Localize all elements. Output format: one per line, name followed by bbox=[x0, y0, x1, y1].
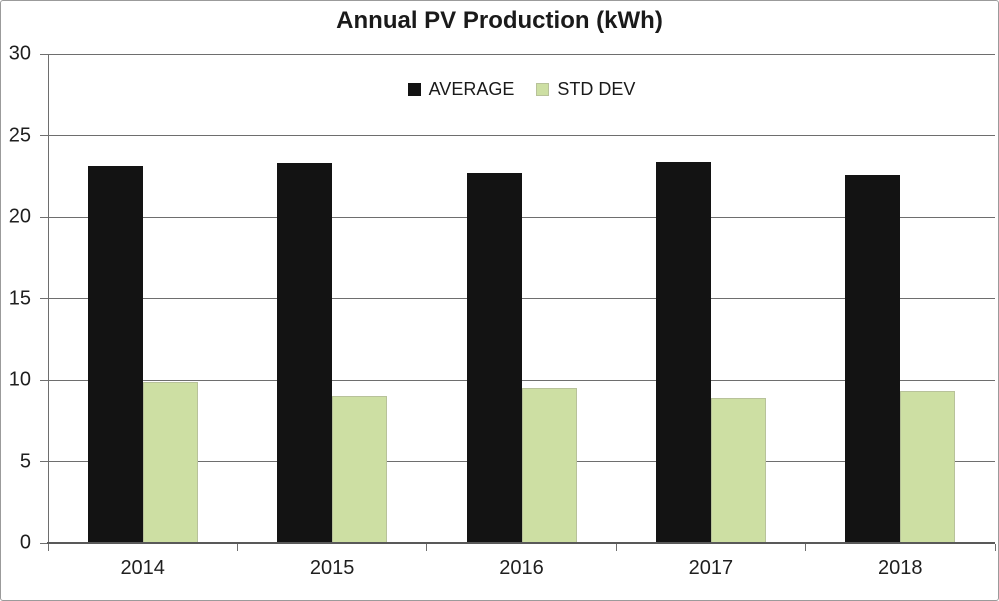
bar-average bbox=[845, 174, 901, 543]
gridline bbox=[48, 379, 995, 381]
y-axis-tick bbox=[40, 379, 48, 381]
gridline bbox=[48, 54, 995, 55]
x-axis-label: 2016 bbox=[499, 557, 544, 579]
y-axis-tick bbox=[40, 216, 48, 218]
y-axis-tick bbox=[40, 53, 48, 55]
x-axis-label: 2017 bbox=[688, 557, 734, 579]
y-axis-label: 15 bbox=[8, 287, 31, 309]
legend-item-stddev: STD DEV bbox=[536, 79, 635, 100]
bar-average bbox=[87, 166, 143, 543]
y-axis-label: 25 bbox=[8, 124, 31, 146]
x-axis-label: 2014 bbox=[120, 557, 165, 579]
x-axis-tick bbox=[47, 544, 49, 551]
bar-stddev bbox=[710, 397, 766, 543]
bar-stddev bbox=[332, 396, 388, 543]
bar-average bbox=[277, 163, 333, 543]
legend: AVERAGE STD DEV bbox=[48, 79, 995, 100]
y-axis-label: 10 bbox=[8, 368, 31, 391]
x-axis-tick bbox=[615, 544, 617, 551]
y-axis-tick bbox=[40, 461, 48, 462]
x-axis-tick bbox=[994, 544, 996, 551]
x-axis-label: 2015 bbox=[309, 557, 355, 579]
legend-item-average: AVERAGE bbox=[407, 79, 515, 100]
legend-label-average: AVERAGE bbox=[428, 79, 515, 99]
y-axis-label: 5 bbox=[19, 450, 31, 472]
gridline bbox=[48, 135, 995, 136]
y-axis-label: 0 bbox=[19, 531, 31, 554]
x-axis-tick bbox=[426, 544, 428, 551]
plot-area: 0 5 10 15 20 25 30 2014 2015 2016 2017 2018 bbox=[9, 43, 996, 579]
gridline bbox=[48, 216, 995, 218]
y-axis-line bbox=[48, 54, 49, 543]
gridline bbox=[48, 298, 995, 299]
legend-swatch-average-icon bbox=[407, 83, 421, 96]
legend-swatch-stddev-icon bbox=[536, 83, 550, 96]
y-axis-tick bbox=[40, 298, 48, 299]
bar-average bbox=[655, 161, 711, 543]
y-axis-label: 20 bbox=[8, 205, 31, 228]
chart-title: Annual PV Production (kWh) bbox=[336, 7, 663, 34]
x-axis-tick bbox=[805, 544, 807, 551]
y-axis-label: 30 bbox=[8, 42, 31, 65]
bar-average bbox=[466, 172, 522, 543]
x-axis-label: 2018 bbox=[878, 557, 923, 579]
y-axis-tick bbox=[40, 542, 48, 544]
bar-stddev bbox=[521, 388, 577, 543]
bar-stddev bbox=[142, 381, 198, 543]
x-axis-tick bbox=[236, 544, 238, 551]
y-axis-tick bbox=[40, 135, 48, 136]
bar-stddev bbox=[900, 391, 956, 543]
legend-label-stddev: STD DEV bbox=[557, 79, 636, 99]
x-axis-line bbox=[47, 542, 995, 544]
